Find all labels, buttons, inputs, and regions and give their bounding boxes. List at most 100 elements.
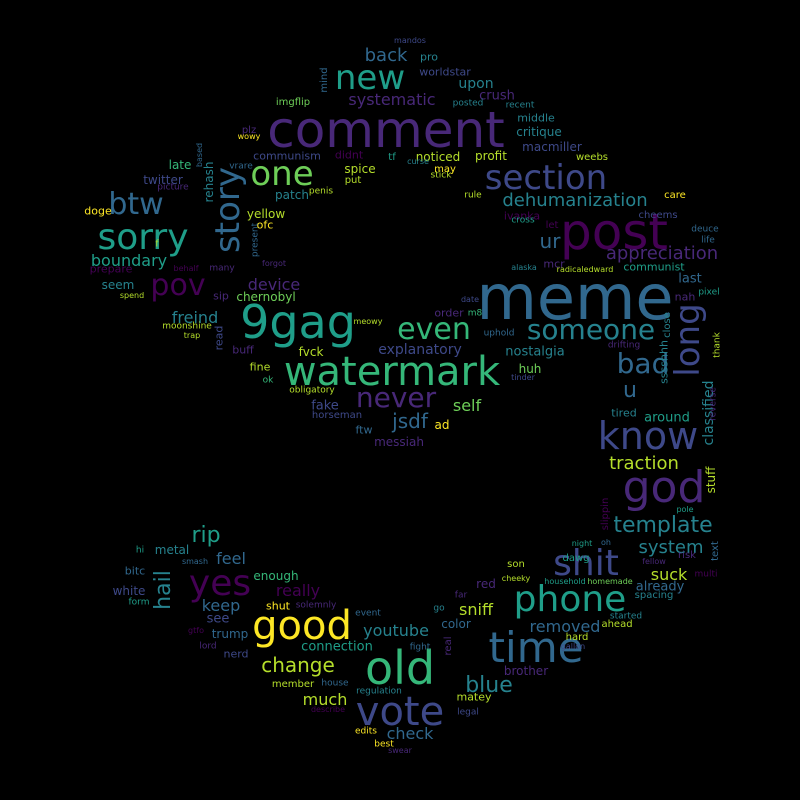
word-177: gtfo: [188, 626, 204, 635]
word-29: change: [261, 653, 335, 677]
word-98: tf: [388, 152, 396, 163]
word-32: appreciation: [605, 243, 719, 264]
word-147: smash: [181, 557, 209, 566]
word-191: mandos: [394, 36, 426, 45]
word-21: one: [250, 154, 314, 194]
word-90: last: [678, 271, 702, 287]
word-103: alaska: [511, 263, 537, 272]
word-7: god: [622, 462, 706, 513]
word-179: vrare: [229, 161, 253, 172]
word-195: moonshine: [162, 321, 212, 332]
word-183: based: [195, 142, 204, 168]
word-169: member: [271, 679, 315, 690]
word-78: matey: [456, 690, 492, 704]
word-160: gallon: [560, 642, 586, 651]
word-188: meowy: [353, 317, 383, 326]
word-34: suck: [650, 565, 688, 584]
word-124: uphold: [483, 328, 515, 339]
word-168: house: [321, 678, 349, 689]
word-104: radicaledward: [556, 265, 614, 274]
word-86: dawg: [562, 553, 590, 564]
word-130: prepare: [89, 262, 133, 276]
word-23: bad: [616, 347, 670, 380]
word-117: recent: [505, 100, 535, 111]
word-67: fake: [311, 398, 339, 414]
word-141: risk: [678, 550, 696, 561]
word-74: see: [206, 611, 230, 627]
word-166: fight: [409, 642, 431, 653]
word-143: care: [664, 190, 686, 201]
word-66: huh: [518, 362, 542, 376]
word-182: f: [155, 239, 159, 250]
word-72: stuff: [704, 466, 718, 494]
word-16: section: [484, 158, 608, 198]
word-40: check: [386, 724, 434, 743]
word-110: patch: [275, 188, 309, 202]
word-59: worldstar: [419, 65, 471, 79]
word-136: thank: [712, 332, 723, 358]
word-133: sssshhh: [657, 340, 671, 384]
word-125: drifting: [607, 340, 641, 351]
word-127: buff: [232, 343, 254, 357]
word-109: ofc: [256, 218, 274, 232]
word-17: story: [208, 167, 248, 253]
word-48: self: [452, 396, 482, 415]
word-194: trap: [183, 331, 201, 340]
word-140: pole: [676, 505, 694, 514]
word-192: curse: [407, 157, 429, 166]
word-91: nah: [674, 290, 696, 304]
word-22: btw: [108, 187, 164, 222]
word-128: chernobyl: [236, 290, 296, 304]
word-115: mind: [319, 67, 330, 93]
word-144: deuce: [691, 224, 719, 235]
word-80: color: [441, 617, 471, 631]
word-135: pixel: [698, 287, 720, 298]
word-129: seem: [101, 278, 135, 292]
word-152: enough: [253, 569, 299, 583]
word-163: cheeky: [501, 574, 531, 583]
word-14: sorry: [97, 217, 189, 258]
word-31: dehumanization: [502, 190, 648, 211]
word-167: real: [443, 636, 454, 656]
word-43: boundary: [90, 251, 168, 270]
word-165: oh: [601, 538, 611, 547]
word-162: homemade: [587, 577, 633, 586]
word-56: communism: [253, 149, 321, 163]
word-68: ftw: [355, 423, 373, 437]
word-77: connection: [301, 639, 373, 655]
word-178: plz: [241, 125, 257, 136]
word-20: long: [668, 303, 708, 377]
word-161: household: [544, 577, 586, 586]
word-76: nerd: [223, 647, 249, 661]
word-64: u: [623, 378, 637, 403]
word-8: know: [597, 414, 699, 458]
word-65: nostalgia: [505, 344, 565, 360]
word-113: put: [344, 175, 362, 186]
word-93: ivanka: [503, 209, 541, 223]
word-111: penis: [308, 186, 334, 197]
word-123: m8: [467, 308, 483, 319]
word-119: ok: [262, 375, 274, 386]
word-164: night: [571, 539, 593, 548]
word-105: late: [168, 158, 192, 172]
word-107: doge: [84, 204, 112, 218]
word-38: sniff: [459, 600, 493, 619]
word-46: feel: [216, 549, 246, 568]
word-92: communist: [623, 260, 685, 274]
word-18: someone: [526, 313, 656, 346]
word-180: wowy: [237, 132, 261, 141]
word-170: regulation: [356, 686, 402, 697]
word-173: best: [374, 739, 394, 750]
word-96: noticed: [415, 150, 461, 164]
word-131: spend: [119, 291, 145, 300]
word-0: meme: [476, 261, 674, 334]
word-75: trump: [211, 627, 249, 641]
word-138: text: [710, 541, 721, 561]
word-184: behalf: [173, 264, 199, 273]
word-25: never: [355, 381, 437, 414]
word-174: swear: [388, 746, 412, 755]
word-79: brother: [503, 664, 549, 678]
word-58: imgflip: [275, 97, 311, 108]
word-9: good: [252, 603, 352, 649]
